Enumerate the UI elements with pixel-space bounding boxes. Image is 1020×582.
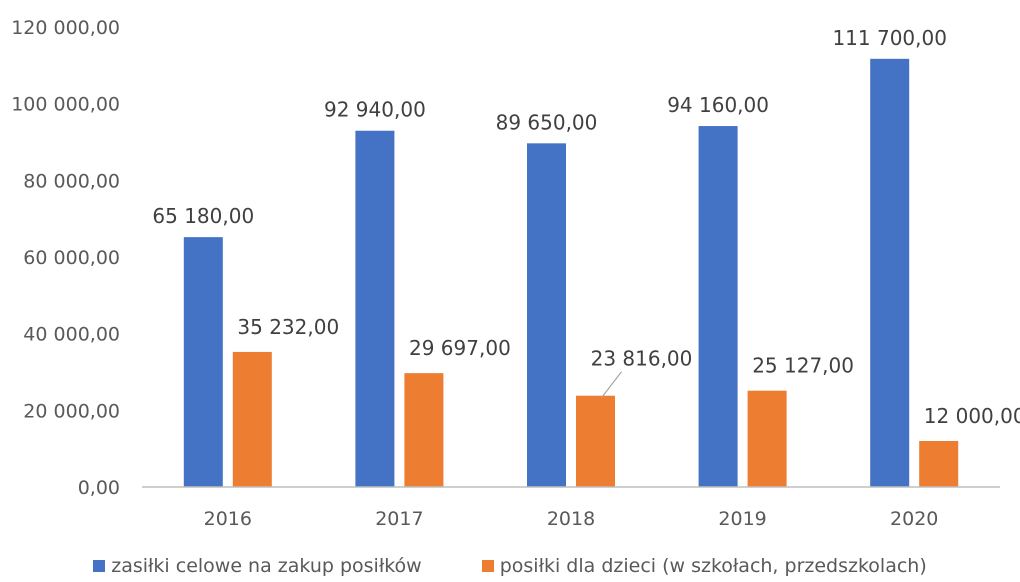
bar-zasilki-2019 xyxy=(698,126,738,487)
data-label-leader-line xyxy=(601,371,622,399)
y-axis: 0,00 20 000,00 40 000,00 60 000,00 80 000,00… xyxy=(11,17,120,499)
data-label: 25 127,00 xyxy=(752,354,854,378)
y-tick-label: 20 000,00 xyxy=(23,400,120,422)
y-tick-label: 100 000,00 xyxy=(11,94,120,116)
bar-zasilki-2017 xyxy=(355,130,395,488)
data-label: 23 816,00 xyxy=(591,347,693,371)
x-tick-label: 2019 xyxy=(718,508,766,530)
x-tick-label: 2017 xyxy=(375,508,423,530)
legend: zasiłki celowe na zakup posiłków posiłki… xyxy=(0,552,1020,580)
y-tick-label: 120 000,00 xyxy=(11,17,120,39)
legend-label: zasiłki celowe na zakup posiłków xyxy=(111,555,422,577)
bar-posilki-2019 xyxy=(747,390,787,487)
data-label: 35 232,00 xyxy=(237,315,339,339)
legend-label: posiłki dla dzieci (w szkołach, przedszk… xyxy=(499,555,927,577)
bar-posilki-2018 xyxy=(576,395,615,487)
y-tick-label: 40 000,00 xyxy=(23,324,120,346)
data-labels: 65 180,00 35 232,00 92 940,00 29 697,00 89 6… xyxy=(152,26,1020,428)
y-tick-label: 0,00 xyxy=(78,477,120,499)
bar-zasilki-2016 xyxy=(183,237,223,487)
data-label: 111 700,00 xyxy=(832,26,947,50)
bar-zasilki-2018 xyxy=(527,143,566,487)
legend-item-series-2: posiłki dla dzieci (w szkołach, przedszk… xyxy=(481,555,927,577)
legend-item-series-1: zasiłki celowe na zakup posiłków xyxy=(93,555,422,577)
bar-chart: 0,00 20 000,00 40 000,00 60 000,00 80 000,00… xyxy=(11,17,1020,530)
bars xyxy=(183,58,959,488)
data-label: 65 180,00 xyxy=(152,204,254,228)
bar-posilki-2020 xyxy=(919,441,959,487)
bar-posilki-2017 xyxy=(404,373,444,487)
legend-swatch-orange xyxy=(481,560,494,572)
data-label: 89 650,00 xyxy=(496,110,598,134)
data-label: 29 697,00 xyxy=(409,336,511,360)
x-axis: 2016 2017 2018 2019 2020 xyxy=(204,508,939,530)
x-tick-label: 2020 xyxy=(890,508,938,530)
legend-swatch-blue xyxy=(93,560,106,572)
y-tick-label: 80 000,00 xyxy=(23,170,120,192)
data-label: 94 160,00 xyxy=(667,93,769,117)
y-tick-label: 60 000,00 xyxy=(23,247,120,269)
bar-zasilki-2020 xyxy=(870,58,910,488)
data-label: 92 940,00 xyxy=(324,98,426,122)
data-label: 12 000,00 xyxy=(924,404,1020,428)
x-tick-label: 2016 xyxy=(204,508,252,530)
bar-posilki-2016 xyxy=(232,351,272,487)
x-tick-label: 2018 xyxy=(547,508,595,530)
